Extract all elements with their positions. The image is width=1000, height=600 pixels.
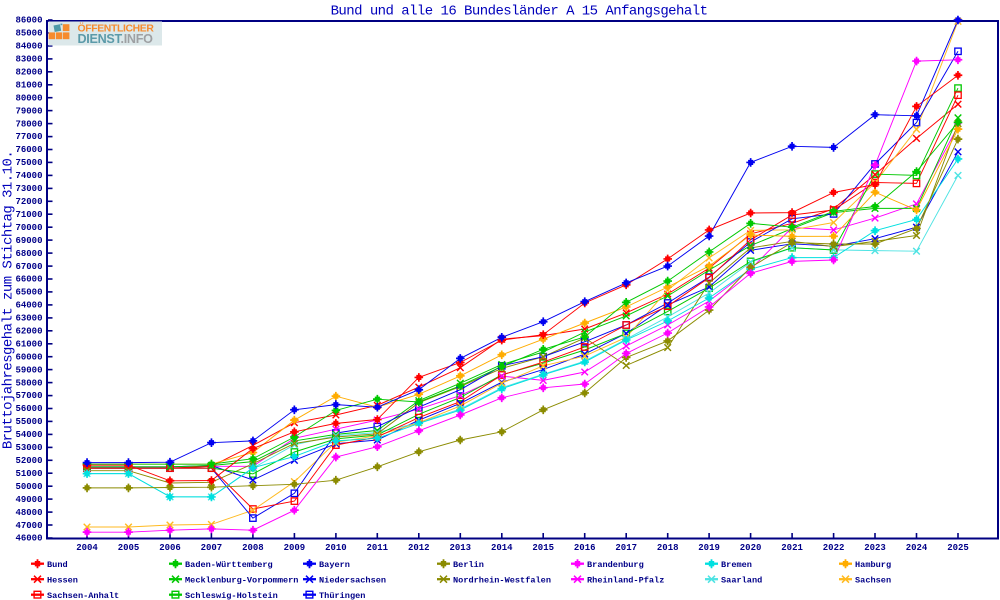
- svg-text:Rheinland-Pfalz: Rheinland-Pfalz: [587, 576, 664, 586]
- svg-text:Mecklenburg-Vorpommern: Mecklenburg-Vorpommern: [185, 576, 298, 586]
- svg-text:Hessen: Hessen: [47, 576, 78, 586]
- svg-text:2011: 2011: [366, 543, 388, 553]
- svg-text:Bremen: Bremen: [721, 560, 752, 570]
- svg-text:73000: 73000: [15, 184, 42, 194]
- svg-text:Schleswig-Holstein: Schleswig-Holstein: [185, 591, 278, 600]
- svg-text:Saarland: Saarland: [721, 576, 762, 586]
- svg-text:85000: 85000: [15, 29, 42, 39]
- svg-text:2017: 2017: [615, 543, 637, 553]
- svg-text:Brandenburg: Brandenburg: [587, 560, 644, 570]
- svg-text:Sachsen: Sachsen: [855, 576, 891, 586]
- svg-text:58000: 58000: [15, 378, 42, 388]
- svg-text:54000: 54000: [15, 430, 42, 440]
- svg-text:2019: 2019: [698, 543, 720, 553]
- svg-text:2012: 2012: [408, 543, 430, 553]
- svg-text:84000: 84000: [15, 42, 42, 52]
- svg-text:Berlin: Berlin: [453, 560, 484, 570]
- svg-text:2006: 2006: [159, 543, 181, 553]
- svg-text:2015: 2015: [532, 543, 554, 553]
- svg-text:61000: 61000: [15, 339, 42, 349]
- svg-text:75000: 75000: [15, 158, 42, 168]
- svg-text:65000: 65000: [15, 288, 42, 298]
- svg-text:46000: 46000: [15, 534, 42, 544]
- svg-text:Niedersachsen: Niedersachsen: [319, 576, 386, 586]
- svg-text:76000: 76000: [15, 145, 42, 155]
- svg-text:2016: 2016: [574, 543, 596, 553]
- svg-text:82000: 82000: [15, 68, 42, 78]
- svg-text:2024: 2024: [906, 543, 928, 553]
- svg-text:2008: 2008: [242, 543, 264, 553]
- svg-text:77000: 77000: [15, 132, 42, 142]
- svg-text:2020: 2020: [740, 543, 762, 553]
- svg-text:2009: 2009: [284, 543, 306, 553]
- svg-text:79000: 79000: [15, 106, 42, 116]
- svg-text:DIENST.INFO: DIENST.INFO: [78, 32, 154, 46]
- svg-text:50000: 50000: [15, 482, 42, 492]
- svg-text:Bruttojahresgehalt zum Stichta: Bruttojahresgehalt zum Stichtag 31.10.: [1, 151, 17, 449]
- svg-text:59000: 59000: [15, 365, 42, 375]
- svg-text:51000: 51000: [15, 469, 42, 479]
- svg-text:Bund: Bund: [47, 560, 68, 570]
- svg-text:86000: 86000: [15, 16, 42, 26]
- svg-text:52000: 52000: [15, 456, 42, 466]
- svg-text:57000: 57000: [15, 391, 42, 401]
- svg-text:2013: 2013: [449, 543, 471, 553]
- svg-text:63000: 63000: [15, 314, 42, 324]
- svg-text:62000: 62000: [15, 327, 42, 337]
- svg-text:64000: 64000: [15, 301, 42, 311]
- svg-text:2021: 2021: [781, 543, 803, 553]
- svg-text:83000: 83000: [15, 55, 42, 65]
- svg-text:2018: 2018: [657, 543, 679, 553]
- svg-text:Thüringen: Thüringen: [319, 591, 365, 600]
- svg-text:Hamburg: Hamburg: [855, 560, 891, 570]
- svg-text:2004: 2004: [76, 543, 98, 553]
- svg-text:48000: 48000: [15, 508, 42, 518]
- svg-text:69000: 69000: [15, 236, 42, 246]
- svg-text:Sachsen-Anhalt: Sachsen-Anhalt: [47, 591, 119, 600]
- svg-text:80000: 80000: [15, 93, 42, 103]
- svg-text:70000: 70000: [15, 223, 42, 233]
- svg-text:Bund und alle 16 Bundesländer: Bund und alle 16 Bundesländer A 15 Anfan…: [331, 4, 708, 20]
- svg-text:2022: 2022: [823, 543, 845, 553]
- svg-text:2010: 2010: [325, 543, 347, 553]
- svg-text:81000: 81000: [15, 81, 42, 91]
- svg-text:47000: 47000: [15, 521, 42, 531]
- svg-text:78000: 78000: [15, 119, 42, 129]
- svg-text:Nordrhein-Westfalen: Nordrhein-Westfalen: [453, 576, 551, 586]
- svg-text:60000: 60000: [15, 352, 42, 362]
- svg-text:72000: 72000: [15, 197, 42, 207]
- svg-text:53000: 53000: [15, 443, 42, 453]
- svg-text:74000: 74000: [15, 171, 42, 181]
- svg-text:Bayern: Bayern: [319, 560, 350, 570]
- svg-text:55000: 55000: [15, 417, 42, 427]
- svg-text:66000: 66000: [15, 275, 42, 285]
- svg-text:2014: 2014: [491, 543, 513, 553]
- svg-text:67000: 67000: [15, 262, 42, 272]
- svg-text:2005: 2005: [118, 543, 140, 553]
- svg-text:2023: 2023: [864, 543, 886, 553]
- svg-text:2007: 2007: [201, 543, 223, 553]
- svg-text:68000: 68000: [15, 249, 42, 259]
- svg-text:56000: 56000: [15, 404, 42, 414]
- svg-text:Baden-Württemberg: Baden-Württemberg: [185, 560, 273, 570]
- svg-text:71000: 71000: [15, 210, 42, 220]
- svg-text:2025: 2025: [947, 543, 969, 553]
- svg-text:ÖFFENTLICHER: ÖFFENTLICHER: [78, 22, 155, 35]
- svg-text:49000: 49000: [15, 495, 42, 505]
